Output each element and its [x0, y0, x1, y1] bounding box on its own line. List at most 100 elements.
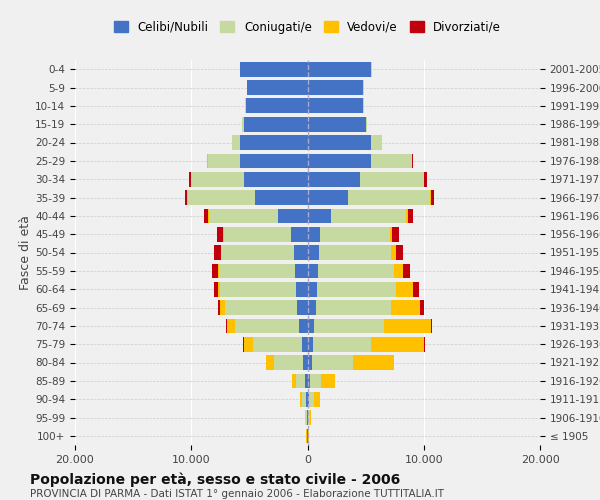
Bar [308, 264, 318, 278]
Bar [247, 80, 308, 95]
Bar [240, 135, 308, 150]
Bar [424, 337, 425, 351]
Bar [226, 318, 227, 333]
Bar [223, 227, 224, 242]
Bar [246, 98, 308, 113]
Bar [219, 264, 295, 278]
Bar [218, 264, 219, 278]
Bar [296, 374, 305, 388]
Bar [304, 355, 308, 370]
Bar [227, 318, 235, 333]
Bar [394, 264, 403, 278]
Bar [317, 282, 396, 296]
Bar [185, 190, 187, 205]
Bar [396, 245, 403, 260]
Bar [391, 245, 396, 260]
Bar [299, 318, 308, 333]
Bar [218, 282, 220, 296]
Bar [392, 227, 400, 242]
Bar [308, 62, 371, 76]
Bar [413, 282, 419, 296]
Bar [403, 264, 410, 278]
Bar [371, 337, 424, 351]
Bar [321, 374, 335, 388]
Bar [212, 264, 218, 278]
Bar [319, 245, 391, 260]
Bar [371, 154, 412, 168]
Bar [302, 337, 308, 351]
Bar [313, 337, 371, 351]
Bar [308, 172, 360, 186]
Bar [309, 392, 314, 406]
Bar [348, 190, 430, 205]
Bar [218, 300, 220, 315]
Bar [360, 172, 424, 186]
Bar [208, 154, 240, 168]
Bar [308, 135, 371, 150]
Bar [365, 117, 367, 132]
Bar [308, 80, 364, 95]
Text: Popolazione per età, sesso e stato civile - 2006: Popolazione per età, sesso e stato civil… [30, 472, 400, 487]
Bar [308, 208, 331, 223]
Bar [310, 410, 311, 425]
Bar [291, 227, 308, 242]
Bar [300, 392, 302, 406]
Bar [189, 172, 191, 186]
Bar [242, 117, 244, 132]
Y-axis label: Fasce di età: Fasce di età [19, 215, 32, 290]
Bar [412, 154, 413, 168]
Bar [209, 208, 278, 223]
Bar [244, 172, 308, 186]
Bar [217, 227, 223, 242]
Bar [308, 154, 371, 168]
Bar [266, 355, 274, 370]
Bar [232, 135, 240, 150]
Bar [308, 98, 364, 113]
Bar [308, 227, 320, 242]
Bar [308, 190, 348, 205]
Bar [235, 318, 299, 333]
Bar [296, 282, 308, 296]
Bar [220, 282, 296, 296]
Bar [240, 62, 308, 76]
Bar [314, 318, 384, 333]
Bar [308, 392, 309, 406]
Bar [420, 300, 424, 315]
Bar [307, 410, 308, 425]
Bar [292, 374, 296, 388]
Bar [302, 392, 306, 406]
Bar [214, 282, 218, 296]
Bar [430, 190, 431, 205]
Bar [308, 355, 312, 370]
Bar [390, 227, 392, 242]
Bar [240, 154, 308, 168]
Bar [320, 227, 390, 242]
Bar [293, 245, 308, 260]
Bar [431, 190, 434, 205]
Bar [204, 208, 208, 223]
Bar [308, 245, 319, 260]
Bar [308, 318, 314, 333]
Bar [308, 117, 365, 132]
Bar [308, 282, 317, 296]
Bar [188, 190, 255, 205]
Bar [310, 374, 321, 388]
Bar [308, 374, 310, 388]
Bar [297, 300, 308, 315]
Bar [225, 300, 297, 315]
Bar [312, 355, 353, 370]
Bar [391, 300, 420, 315]
Bar [396, 282, 413, 296]
Bar [316, 300, 391, 315]
Bar [220, 300, 225, 315]
Bar [308, 300, 316, 315]
Bar [318, 264, 394, 278]
Bar [331, 208, 406, 223]
Bar [384, 318, 431, 333]
Bar [308, 410, 310, 425]
Bar [274, 355, 304, 370]
Bar [191, 172, 244, 186]
Bar [406, 208, 408, 223]
Bar [305, 374, 308, 388]
Bar [314, 392, 320, 406]
